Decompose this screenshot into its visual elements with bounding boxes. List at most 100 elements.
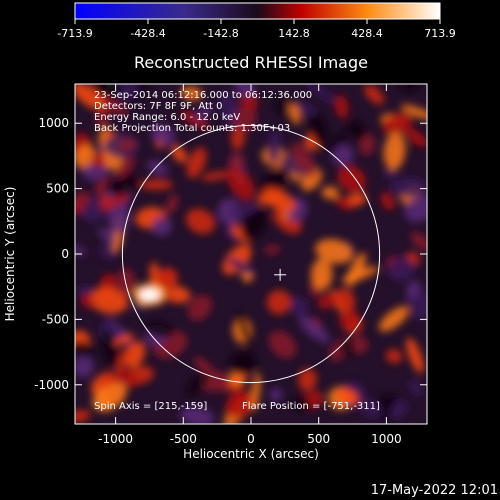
heatmap-blob	[231, 384, 243, 415]
heatmap-blob	[241, 209, 268, 241]
colorbar-tick-label: -142.8	[203, 27, 238, 40]
heatmap-blob	[230, 203, 258, 217]
annotation-detectors: Detectors: 7F 8F 9F, Att 0	[94, 101, 222, 112]
heatmap-blob	[334, 196, 353, 211]
x-tick-label: -1000	[98, 432, 133, 446]
heatmap-blob	[406, 337, 424, 374]
heatmap-blob	[104, 178, 124, 194]
heatmap-blob	[93, 115, 110, 127]
heatmap-blob	[268, 330, 297, 359]
colorbar-gradient	[74, 2, 441, 20]
heatmap-blob	[89, 287, 129, 314]
heatmap-blob	[404, 127, 427, 147]
heatmap-blob	[321, 186, 339, 200]
heatmap-blob	[384, 167, 397, 180]
heatmap-blob	[193, 356, 215, 376]
heatmap-blob	[291, 142, 317, 178]
heatmap-blob	[107, 199, 130, 235]
heatmap-blob	[165, 193, 179, 214]
heatmap-blob	[337, 165, 366, 193]
heatmap-blob	[317, 293, 337, 309]
heatmap-blob	[185, 208, 216, 234]
heatmap-blob	[305, 84, 336, 103]
heatmap-blob	[201, 171, 230, 181]
heatmap-blob	[124, 341, 146, 369]
heatmap-blob	[310, 258, 333, 291]
annotation-energy-range: Energy Range: 6.0 - 12.0 keV	[94, 112, 240, 123]
heatmap-blob	[308, 111, 328, 147]
heatmap-blob	[400, 104, 427, 120]
heatmap-blob	[80, 294, 95, 309]
x-tick-label: 0	[247, 432, 255, 446]
heatmap-blob	[234, 84, 256, 97]
annotation-method-counts: Back Projection Total counts: 1.30E+03	[94, 123, 290, 134]
heatmap-blob	[337, 287, 356, 313]
heatmap-blob	[240, 92, 258, 112]
x-tick-label: 500	[307, 432, 330, 446]
heatmap-blob	[398, 84, 420, 92]
heatmap-blob	[150, 123, 175, 146]
heatmap-blob	[262, 187, 296, 212]
heatmap-blob	[154, 268, 178, 291]
heatmap-blob	[298, 368, 317, 392]
heatmap-blob	[410, 231, 427, 251]
heatmap-blob	[347, 119, 366, 141]
y-tick-label: -500	[42, 312, 69, 326]
heatmap-blob	[331, 144, 354, 166]
colorbar-tick-label: -428.4	[130, 27, 165, 40]
heatmap-blob	[237, 311, 251, 345]
heatmap-blob	[337, 388, 360, 405]
spin-axis-label: Spin Axis = [215,-159]	[94, 401, 207, 412]
heatmap-blob	[408, 379, 423, 396]
y-tick-label: 0	[61, 247, 69, 261]
heatmap-blob	[387, 256, 415, 282]
heatmap-blob	[227, 257, 255, 275]
chart-title: Reconstructed RHESSI Image	[134, 53, 368, 72]
heatmap-blob	[186, 147, 207, 179]
flare-position-label: Flare Position = [-751,-311]	[242, 401, 380, 412]
solar-limb-circle	[121, 124, 381, 384]
heatmap-blob	[115, 347, 129, 377]
heatmap-blob	[139, 179, 174, 190]
heatmap-blob	[95, 382, 127, 412]
x-axis-label: Heliocentric X (arcsec)	[183, 447, 319, 461]
heatmap-blob	[380, 192, 395, 211]
heatmap-blob	[151, 216, 172, 237]
heatmap-blob	[217, 198, 242, 226]
heatmap-blob	[96, 95, 128, 116]
colorbar-tick-label: 142.8	[278, 27, 310, 40]
y-axis-label: Heliocentric Y (arcsec)	[3, 187, 17, 322]
heatmap-blob	[117, 268, 136, 296]
x-tick-label: -500	[170, 432, 197, 446]
heatmap-blob	[75, 144, 95, 169]
heatmap-blob	[315, 238, 354, 264]
heatmap-blob	[339, 340, 355, 357]
spin-axis-marker	[274, 268, 287, 281]
heatmap-blob	[118, 369, 140, 388]
heatmap-blob	[114, 333, 135, 346]
heatmap-blob	[299, 316, 330, 343]
heatmap-blob	[339, 310, 361, 329]
y-tick-label: -1000	[34, 378, 69, 392]
heatmap-blob	[359, 133, 376, 156]
heatmap-blob	[179, 406, 215, 424]
heatmap-blob	[115, 155, 135, 178]
heatmap-blob	[359, 399, 382, 418]
heatmap-blob	[77, 284, 93, 298]
heatmap-blob	[75, 191, 91, 208]
heatmap-blob	[267, 128, 282, 164]
heatmap-blob	[101, 84, 122, 99]
heatmap-blob	[389, 400, 408, 420]
heatmap-blob	[75, 410, 91, 424]
heatmap-blob	[290, 295, 309, 318]
axis-ticks: -1000 -500 0 500 1000 -1000 -500 0 500 1000	[34, 84, 427, 446]
heatmap-blob	[118, 138, 137, 152]
y-tick-label: 500	[46, 182, 69, 196]
x-tick-label: 1000	[371, 432, 402, 446]
heatmap-blob	[187, 294, 213, 321]
plot-area: -1000 -500 0 500 1000 -1000 -500 0 500 1000	[34, 83, 428, 446]
heatmap-blob	[186, 370, 211, 397]
heatmap-blob	[378, 306, 409, 332]
heatmap-blob	[171, 144, 187, 163]
heatmap-blob	[101, 330, 119, 368]
